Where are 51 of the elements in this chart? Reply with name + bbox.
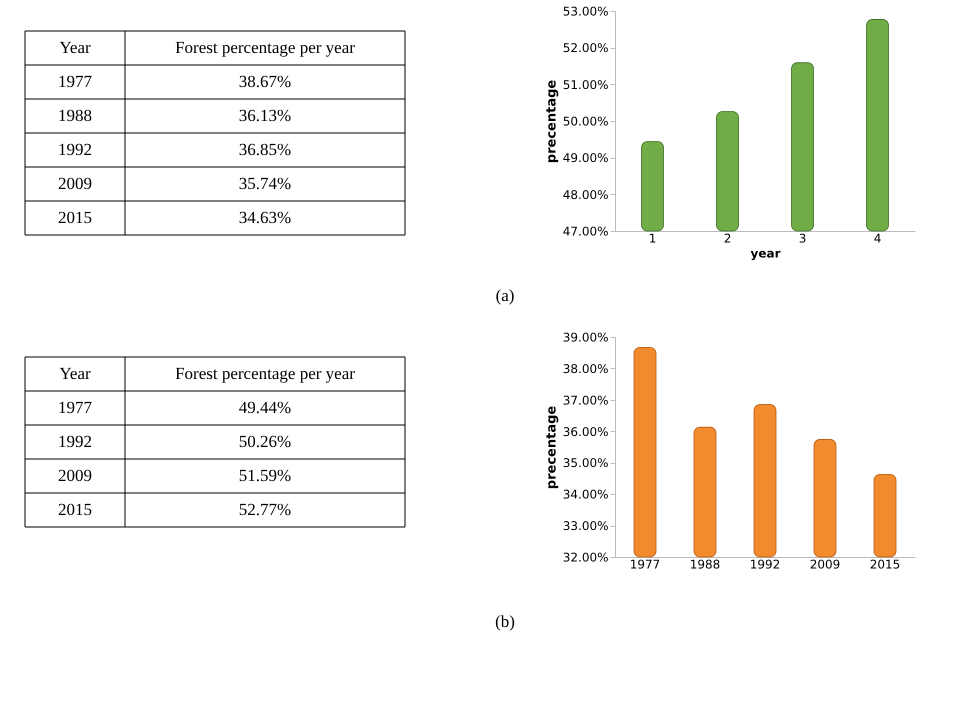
text: 2009	[58, 466, 92, 485]
y-tick-label: 53.00%	[562, 4, 608, 18]
text: Year	[59, 38, 91, 57]
x-axis-title: year	[750, 246, 781, 260]
x-tick-label: 1992	[750, 558, 780, 572]
text: 2015	[58, 500, 92, 519]
y-tick-label: 38.00%	[562, 362, 608, 376]
y-tick-label: 47.00%	[562, 224, 608, 238]
y-tick-label: 52.00%	[562, 41, 608, 56]
text: 52.77%	[238, 500, 292, 519]
y-tick-label: 51.00%	[562, 78, 608, 92]
text: (b)	[495, 612, 515, 631]
y-axis-title: precentage	[544, 406, 560, 490]
text: 1988	[58, 106, 92, 125]
text: 36.13%	[238, 106, 292, 125]
x-tick-label: 1	[648, 232, 656, 246]
y-tick-label: 39.00%	[562, 330, 608, 344]
text: 2009	[58, 174, 92, 193]
y-tick-label: 32.00%	[562, 550, 608, 564]
x-tick-label: 4	[874, 232, 882, 246]
y-tick-label: 34.00%	[562, 488, 608, 502]
text: 1977	[58, 398, 92, 417]
text: 1977	[58, 72, 92, 91]
text: Forest percentage per year	[175, 38, 356, 57]
y-tick-label: 48.00%	[562, 188, 608, 202]
text: Forest percentage per year	[175, 364, 356, 383]
x-tick-label: 2	[724, 232, 732, 246]
text: 2015	[58, 208, 92, 227]
y-axis-title: precentage	[544, 80, 560, 164]
y-tick-label: 49.00%	[562, 151, 608, 166]
x-tick-label: 2015	[870, 558, 900, 572]
text: 51.59%	[238, 466, 292, 485]
text: (a)	[496, 286, 514, 305]
x-tick-label: 3	[798, 232, 806, 246]
text: 35.74%	[238, 174, 292, 193]
x-tick-label: 2009	[810, 558, 840, 572]
y-tick-label: 35.00%	[562, 456, 608, 470]
x-tick-label: 1977	[630, 558, 660, 572]
text: 1992	[58, 432, 92, 451]
text: 34.63%	[238, 208, 292, 227]
text: 1992	[58, 140, 92, 159]
text: 36.85%	[238, 140, 292, 159]
text: 50.26%	[238, 432, 292, 451]
y-tick-label: 37.00%	[562, 393, 608, 408]
y-tick-label: 36.00%	[562, 424, 608, 439]
y-tick-label: 50.00%	[562, 114, 608, 128]
text: 49.44%	[238, 398, 292, 417]
y-tick-label: 33.00%	[562, 519, 608, 534]
text: 38.67%	[238, 72, 292, 91]
x-tick-label: 1988	[690, 558, 720, 572]
text: Year	[59, 364, 91, 383]
